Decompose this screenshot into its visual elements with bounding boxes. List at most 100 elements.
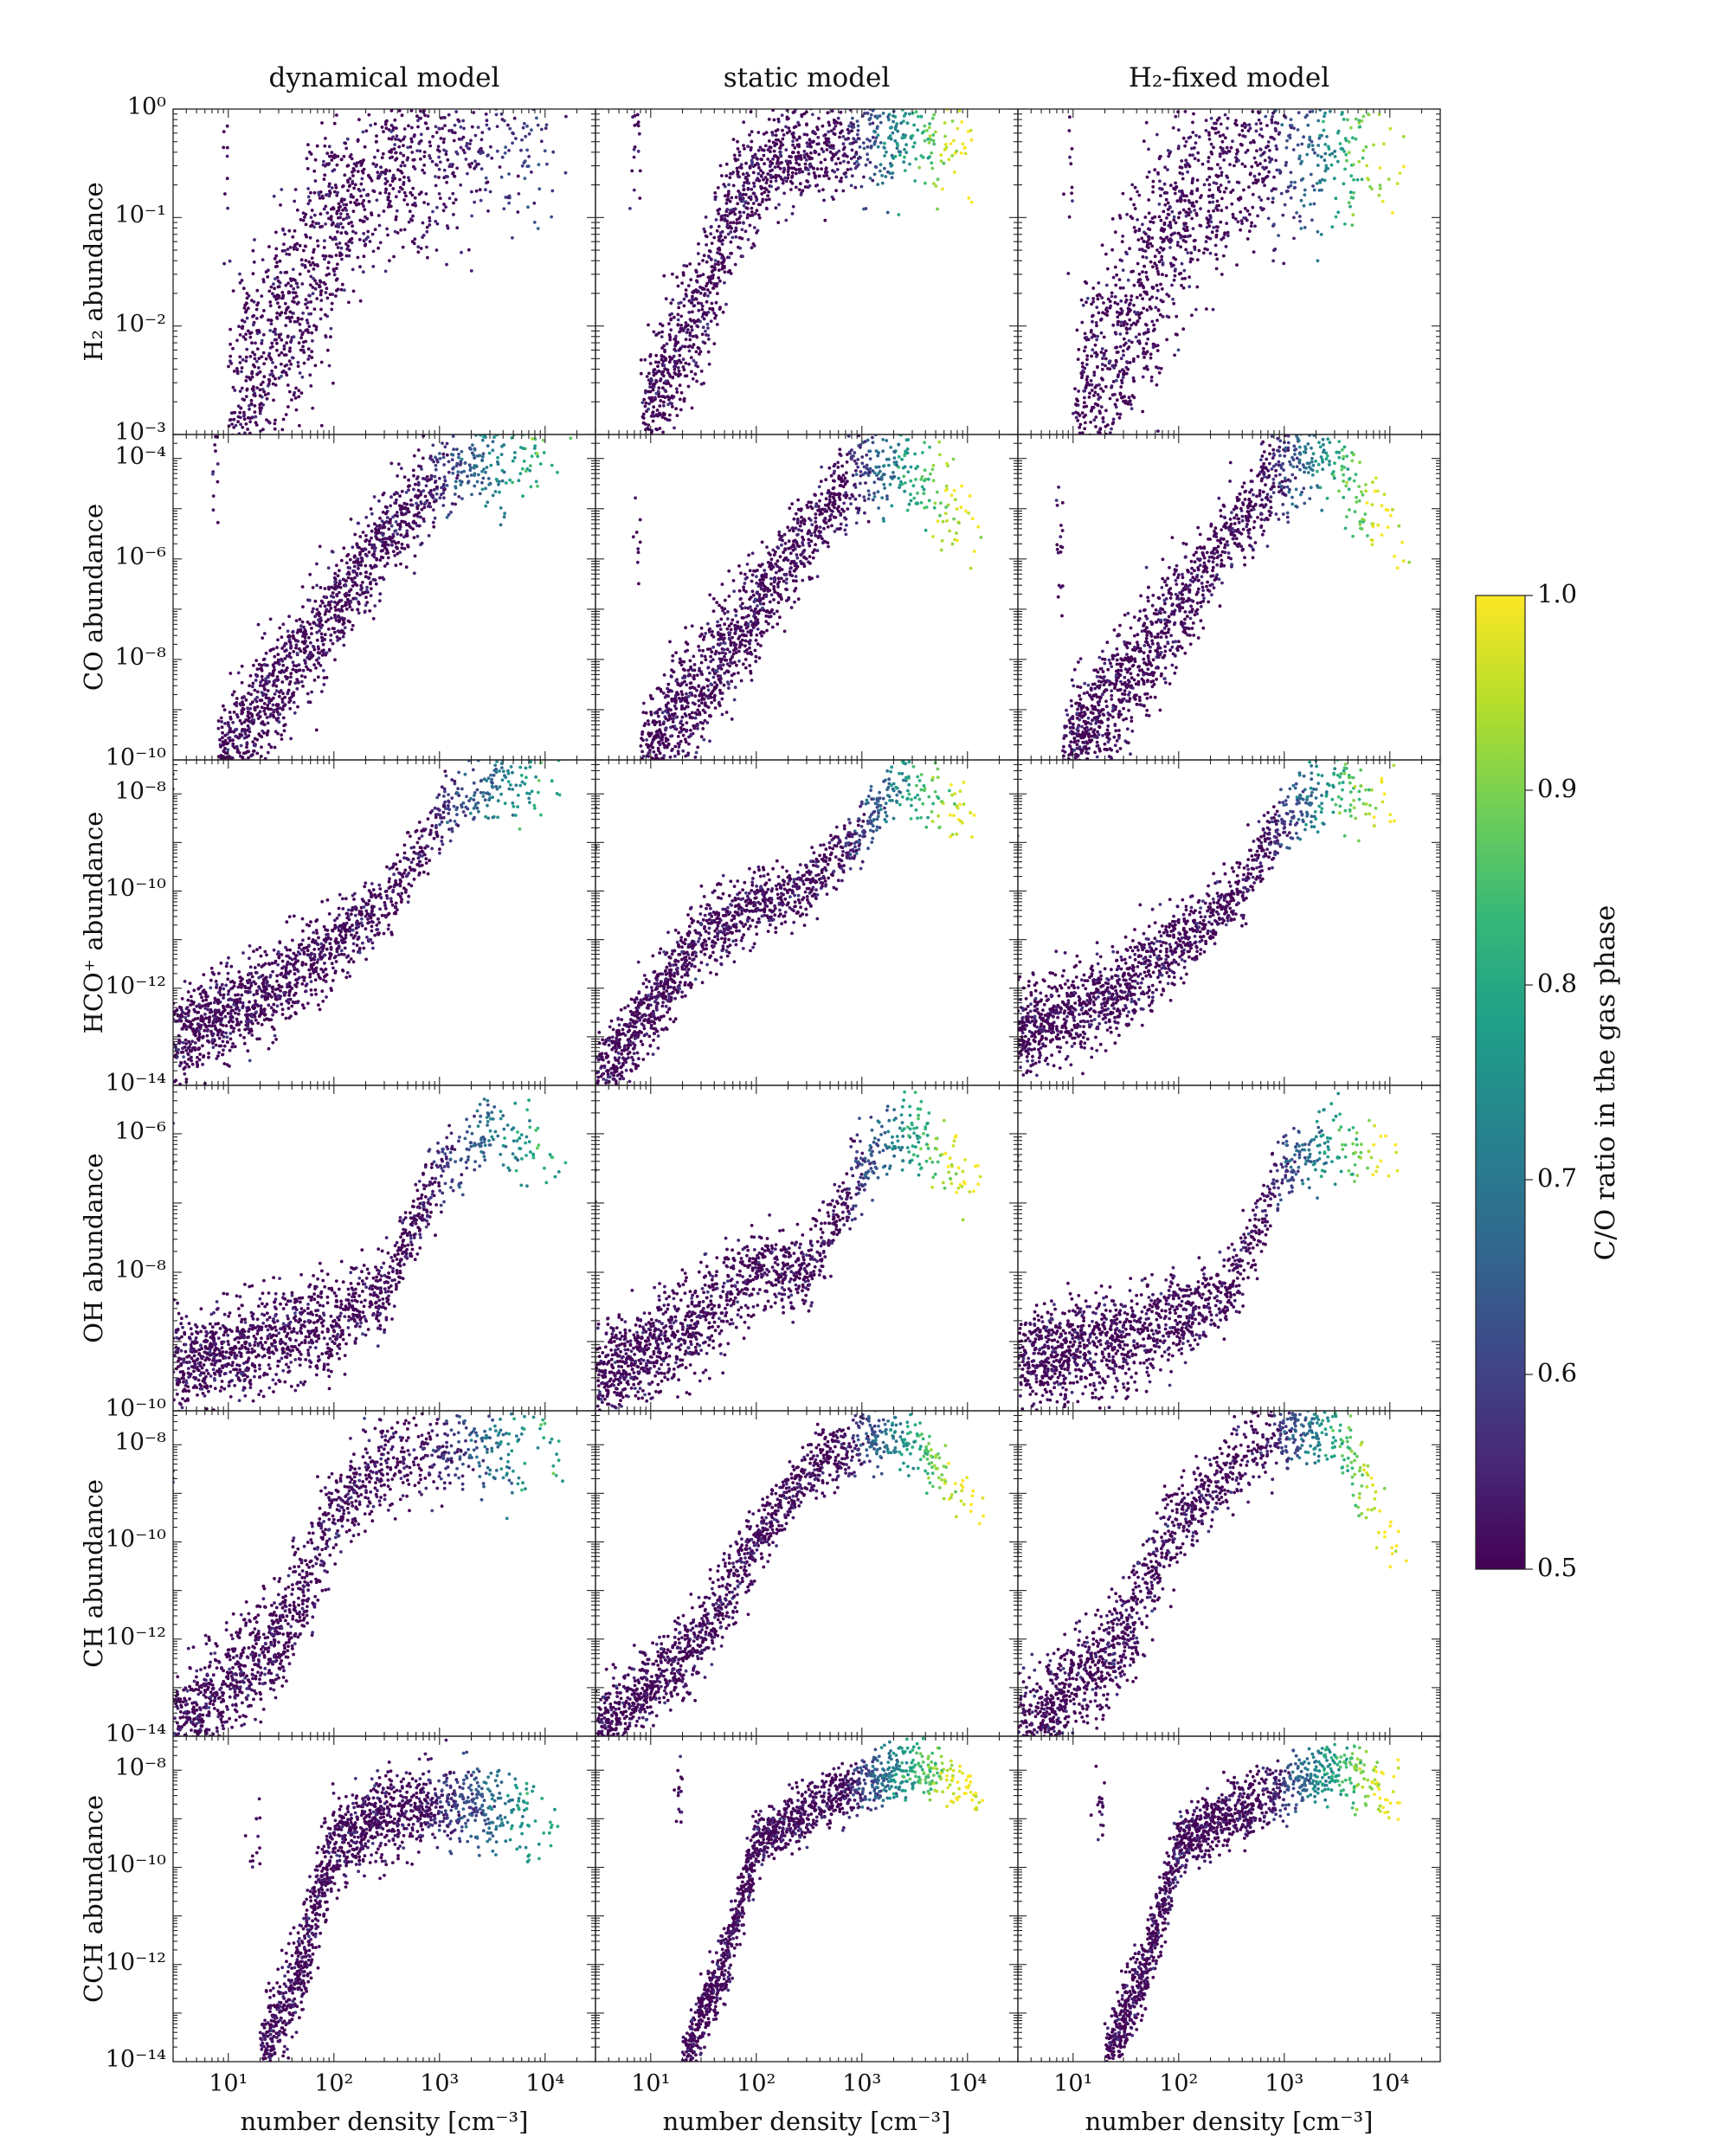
data-point [1121,235,1125,238]
data-point [1110,427,1113,431]
data-point [670,405,674,409]
data-point [232,492,235,495]
data-point [853,185,858,190]
data-point [1381,142,1386,146]
data-point [336,190,339,195]
data-point [1084,345,1087,349]
data-point [312,267,316,271]
data-point [872,142,877,146]
data-point [243,454,247,457]
data-point [288,246,293,249]
data-point [794,155,798,159]
data-point [269,319,273,322]
data-point [1082,405,1086,409]
data-point [1282,261,1286,266]
data-point [304,233,307,237]
data-point [397,190,402,194]
data-point [1296,143,1300,147]
data-point [665,342,669,346]
data-point [220,776,223,780]
scatter-points [211,434,573,780]
data-point [1108,431,1112,434]
data-point [402,190,407,195]
data-point [651,410,655,414]
data-point [689,278,693,281]
data-point [325,151,330,156]
data-point [499,62,503,66]
data-point [1137,284,1142,287]
data-point [1354,137,1358,141]
data-point [1323,111,1327,115]
data-point [1160,258,1163,261]
data-point [673,462,676,466]
data-point [486,154,489,158]
data-point [667,360,672,364]
data-point [324,335,328,339]
data-point [688,338,692,342]
data-point [454,197,458,202]
data-point [715,228,719,233]
data-point [737,210,742,215]
data-point [1361,156,1365,160]
data-point [454,486,458,490]
data-point [1226,126,1229,131]
data-point [223,29,227,32]
data-point [1289,118,1293,122]
data-point [402,175,406,179]
data-point [228,418,232,422]
data-point [1205,177,1209,182]
data-point [1119,299,1123,303]
data-point [755,209,759,213]
data-point [874,136,879,140]
data-point [251,491,254,494]
data-point [660,370,664,375]
data-point [817,189,821,193]
data-point [1209,150,1213,154]
data-point [316,239,319,243]
data-point [1297,94,1300,98]
data-point [508,126,512,131]
data-point [388,169,391,173]
data-point [759,174,763,177]
data-point [783,176,788,180]
data-point [726,232,731,236]
data-point [527,155,531,158]
data-point [1184,214,1188,218]
data-point [364,129,369,133]
data-point [1184,158,1188,163]
data-point [411,158,415,162]
data-point [792,125,796,130]
data-point [908,162,911,166]
data-point [320,121,324,125]
data-point [677,301,681,306]
data-point [677,374,680,378]
data-point [309,216,313,220]
data-point [676,323,680,326]
data-point [853,162,857,165]
data-point [358,189,362,193]
data-point [769,150,772,154]
data-point [385,227,389,231]
data-point [1141,222,1144,227]
data-point [1200,104,1204,107]
data-point [644,422,647,426]
data-point [244,355,248,359]
data-point [241,455,245,459]
data-point [893,138,898,143]
data-point [816,127,820,132]
data-point [247,293,251,298]
data-point [271,361,274,364]
data-point [1155,269,1160,274]
data-point [296,360,300,364]
data-point [272,681,276,685]
data-point [820,147,824,151]
data-point [252,502,255,505]
data-point [647,402,651,406]
data-point [883,141,886,145]
data-point [1249,224,1253,228]
data-point [328,190,331,193]
data-point [244,422,248,426]
data-point [1190,201,1194,205]
data-point [969,200,974,204]
data-point [485,123,489,127]
